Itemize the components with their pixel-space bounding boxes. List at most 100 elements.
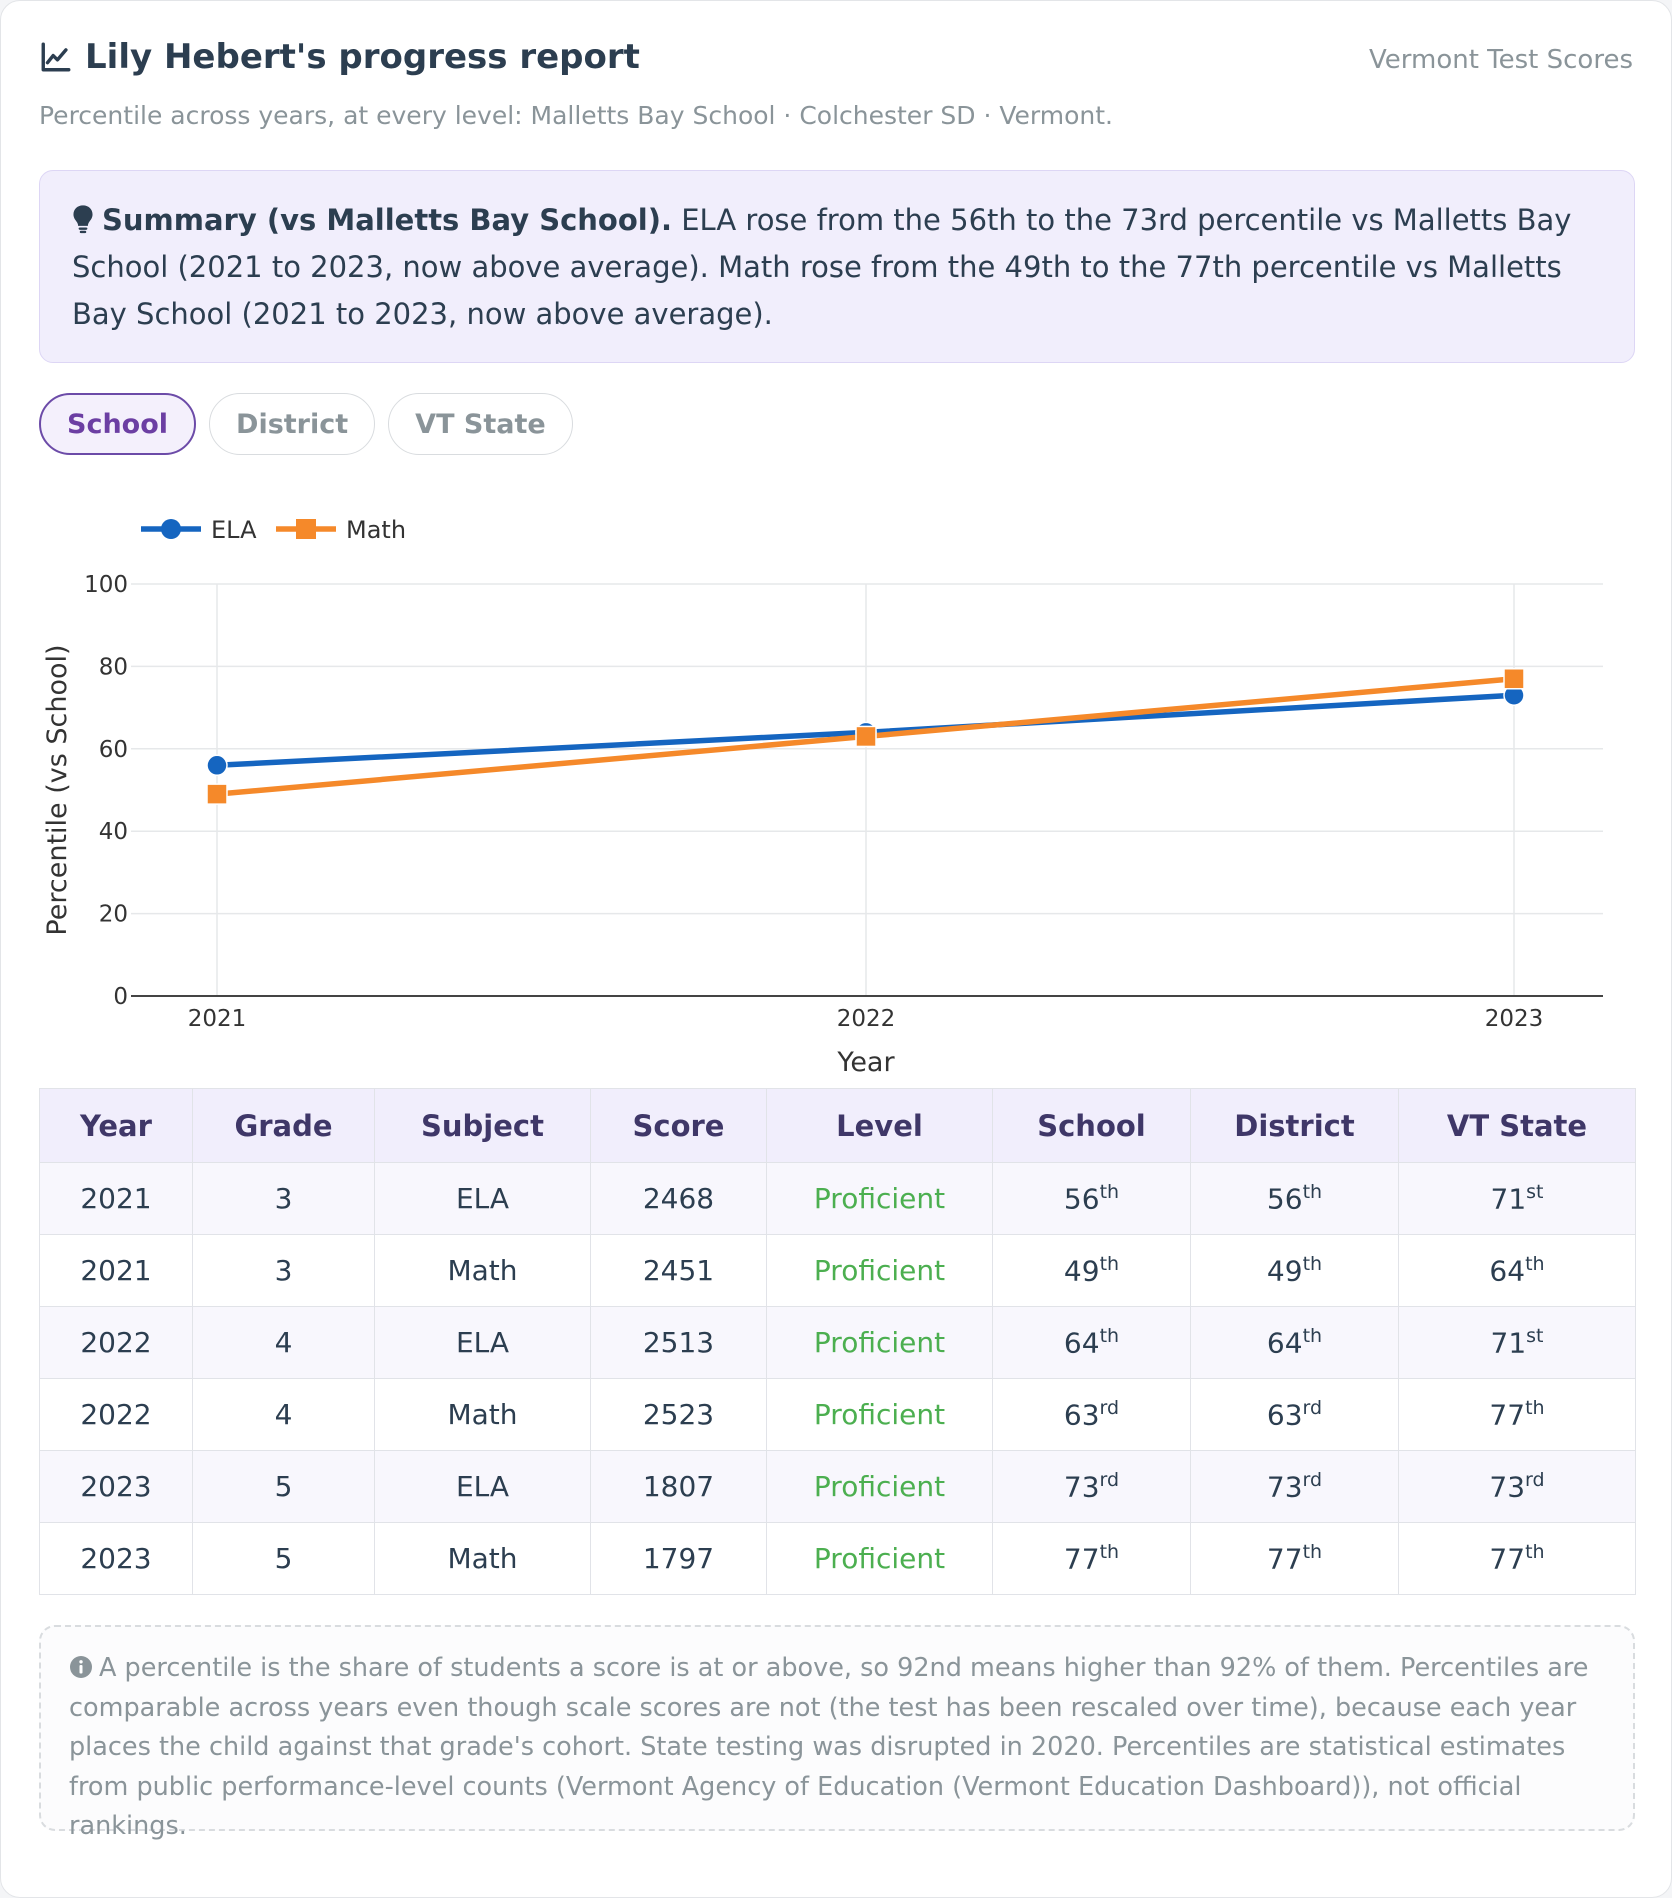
table-row: 2023 5 Math 1797 Proficient 77th 77th 77… <box>39 1522 1636 1595</box>
note-text: A percentile is the share of students a … <box>69 1653 1589 1841</box>
cell-score: 2523 <box>590 1378 767 1451</box>
legend-marker <box>161 519 181 539</box>
tab-district[interactable]: District <box>209 393 376 455</box>
cell-level: Proficient <box>766 1378 993 1451</box>
col-header-grade: Grade <box>192 1088 375 1163</box>
cell-district-percentile: 49th <box>1190 1234 1399 1307</box>
y-tick-label: 60 <box>99 737 128 763</box>
percentile-suffix: rd <box>1302 1397 1323 1420</box>
y-tick-label: 20 <box>99 902 128 928</box>
cell-district-percentile: 73rd <box>1190 1450 1399 1523</box>
percentile-suffix: th <box>1302 1541 1323 1564</box>
percentile-suffix: th <box>1302 1181 1323 1204</box>
percentile-number: 64 <box>1266 1326 1303 1360</box>
col-header-year: Year <box>39 1088 193 1163</box>
cell-year: 2022 <box>39 1306 193 1379</box>
cell-school-percentile: 56th <box>992 1162 1191 1235</box>
scores-table-wrap: Year Grade Subject Score Level School Di… <box>39 1088 1636 1595</box>
y-tick-label: 80 <box>99 654 128 680</box>
table-row: 2023 5 ELA 1807 Proficient 73rd 73rd 73r… <box>39 1450 1636 1523</box>
table-row: 2021 3 ELA 2468 Proficient 56th 56th 71s… <box>39 1162 1636 1235</box>
percentile-suffix: rd <box>1302 1469 1323 1492</box>
cell-grade: 3 <box>192 1162 375 1235</box>
level-tabs: School District VT State <box>39 393 586 455</box>
col-header-district: District <box>1190 1088 1399 1163</box>
x-axis-title: Year <box>836 1047 895 1078</box>
cell-state-percentile: 64th <box>1398 1234 1636 1307</box>
cell-score: 1797 <box>590 1522 767 1595</box>
percentile-number: 64 <box>1489 1254 1526 1288</box>
cell-year: 2023 <box>39 1522 193 1595</box>
percentile-suffix: th <box>1302 1253 1323 1276</box>
cell-level: Proficient <box>766 1522 993 1595</box>
percentile-number: 77 <box>1489 1542 1526 1576</box>
percentile-suffix: rd <box>1099 1469 1120 1492</box>
cell-subject: ELA <box>374 1306 591 1379</box>
cell-score: 1807 <box>590 1450 767 1523</box>
cell-grade: 4 <box>192 1378 375 1451</box>
cell-school-percentile: 64th <box>992 1306 1191 1379</box>
percentile-number: 49 <box>1063 1254 1100 1288</box>
x-tick-label: 2021 <box>188 1006 247 1032</box>
cell-district-percentile: 64th <box>1190 1306 1399 1379</box>
cell-score: 2513 <box>590 1306 767 1379</box>
line-chart-icon <box>41 42 71 72</box>
percentile-suffix: th <box>1099 1325 1120 1348</box>
percentile-suffix: th <box>1525 1541 1545 1564</box>
percentile-suffix: th <box>1099 1253 1120 1276</box>
col-header-vt-state: VT State <box>1398 1088 1636 1163</box>
cell-year: 2023 <box>39 1450 193 1523</box>
cell-state-percentile: 77th <box>1398 1522 1636 1595</box>
percentile-number: 56 <box>1063 1182 1100 1216</box>
cell-level: Proficient <box>766 1450 993 1523</box>
cell-level: Proficient <box>766 1306 993 1379</box>
table-row: 2022 4 ELA 2513 Proficient 64th 64th 71s… <box>39 1306 1636 1379</box>
y-tick-label: 40 <box>99 819 128 845</box>
col-header-score: Score <box>590 1088 767 1163</box>
percentile-suffix: st <box>1526 1181 1544 1204</box>
legend-label: ELA <box>211 516 257 544</box>
cell-grade: 4 <box>192 1306 375 1379</box>
percentile-number: 49 <box>1266 1254 1303 1288</box>
cell-year: 2021 <box>39 1162 193 1235</box>
percentile-suffix: th <box>1099 1541 1120 1564</box>
tab-vt-state[interactable]: VT State <box>388 393 573 455</box>
brand-label: Vermont Test Scores <box>1369 45 1633 75</box>
percentile-number: 77 <box>1266 1542 1303 1576</box>
cell-state-percentile: 71st <box>1398 1162 1636 1235</box>
cell-school-percentile: 73rd <box>992 1450 1191 1523</box>
col-header-school: School <box>992 1088 1191 1163</box>
cell-state-percentile: 71st <box>1398 1306 1636 1379</box>
cell-state-percentile: 73rd <box>1398 1450 1636 1523</box>
percentile-suffix: st <box>1526 1325 1544 1348</box>
x-tick-label: 2023 <box>1485 1006 1544 1032</box>
percentile-suffix: rd <box>1099 1397 1120 1420</box>
percentile-suffix: th <box>1302 1325 1323 1348</box>
tab-school[interactable]: School <box>39 393 197 455</box>
percentile-number: 73 <box>1063 1470 1100 1504</box>
percentile-number: 63 <box>1063 1398 1100 1432</box>
col-header-subject: Subject <box>374 1088 591 1163</box>
cell-district-percentile: 63rd <box>1190 1378 1399 1451</box>
cell-subject: ELA <box>374 1450 591 1523</box>
percentile-number: 64 <box>1063 1326 1100 1360</box>
cell-school-percentile: 63rd <box>992 1378 1191 1451</box>
percentile-number: 73 <box>1489 1470 1526 1504</box>
page-title: Lily Hebert's progress report <box>85 37 640 77</box>
cell-subject: Math <box>374 1234 591 1307</box>
cell-school-percentile: 77th <box>992 1522 1191 1595</box>
math-point <box>855 725 877 748</box>
ela-point <box>206 754 228 777</box>
percentile-suffix: th <box>1525 1397 1545 1420</box>
cell-grade: 5 <box>192 1450 375 1523</box>
report-header: Lily Hebert's progress report Vermont Te… <box>39 37 1633 87</box>
cell-subject: Math <box>374 1522 591 1595</box>
percentile-number: 56 <box>1266 1182 1303 1216</box>
percentile-number: 71 <box>1490 1326 1527 1360</box>
cell-grade: 5 <box>192 1522 375 1595</box>
math-point <box>206 783 228 805</box>
summary-lead: Summary (vs Malletts Bay School). <box>102 203 672 237</box>
y-tick-label: 0 <box>113 984 128 1010</box>
cell-year: 2021 <box>39 1234 193 1307</box>
